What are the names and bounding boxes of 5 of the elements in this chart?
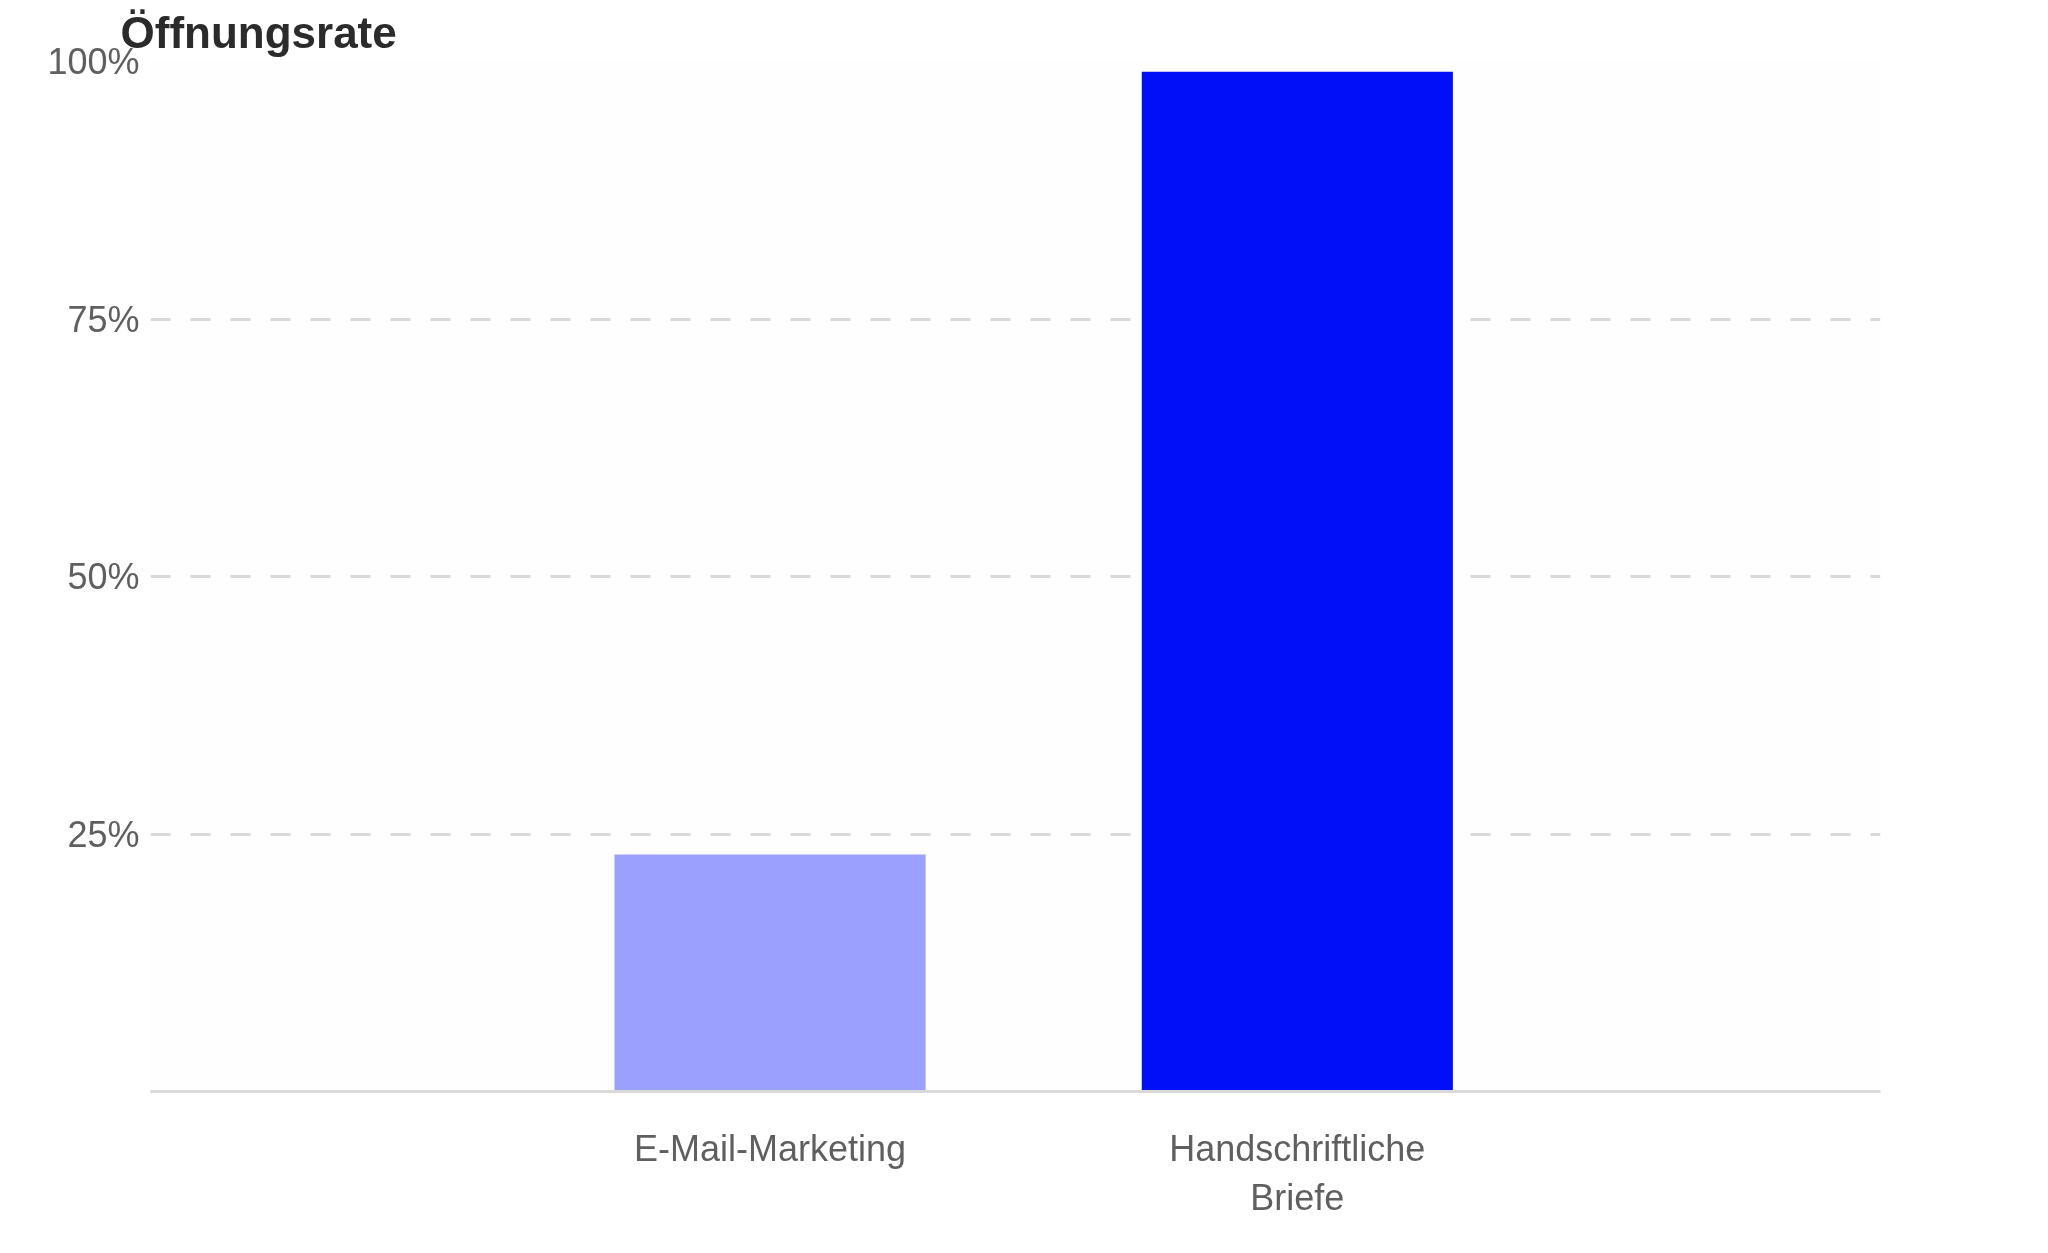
y-tick-label: 75% [67,298,140,340]
y-tick-label: 50% [67,556,140,597]
x-tick-label: Handschriftliche Briefe [1169,1127,1426,1218]
y-tick-label: 25% [67,813,140,855]
x-tick-label: E-Mail-Marketing [634,1127,907,1169]
